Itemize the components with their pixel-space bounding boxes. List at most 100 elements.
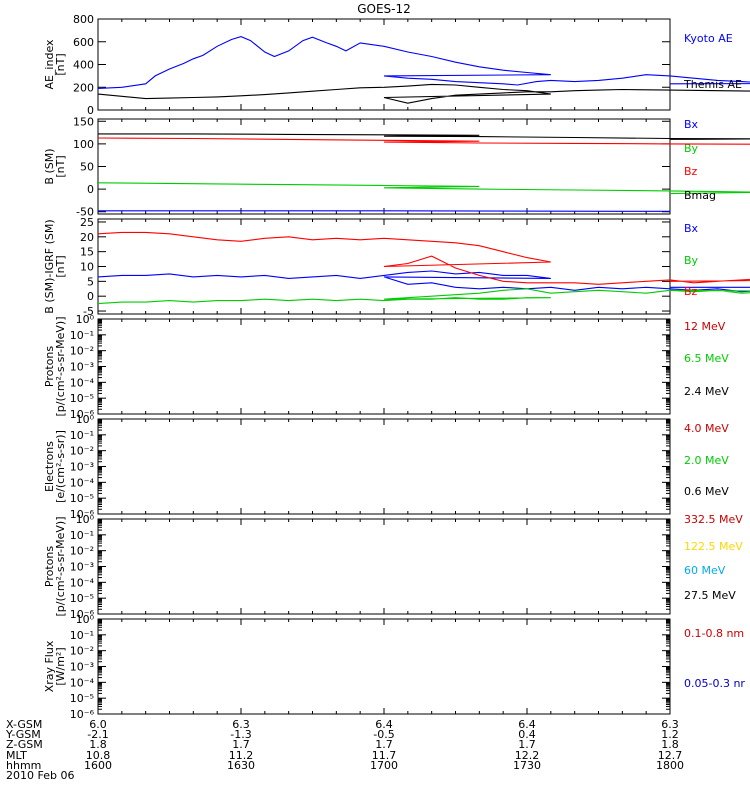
ephemeris-row-label: hhmm xyxy=(6,758,42,772)
legend-entry: 122.5 MeV xyxy=(684,540,743,553)
ephemeris-value: 1730 xyxy=(513,758,541,772)
y-tick-label: 10⁻² xyxy=(70,545,94,558)
y-tick-label: 10⁰ xyxy=(76,613,95,626)
y-axis-label: [nT] xyxy=(54,255,67,277)
legend-entry: 0.1-0.8 nm xyxy=(684,627,744,640)
y-axis-label: [e/(cm²-s-sr)] xyxy=(54,430,67,503)
y-tick-label: 10⁰ xyxy=(76,413,95,426)
y-axis-label: Protons xyxy=(43,546,56,587)
series-line-by xyxy=(97,288,750,305)
ephemeris-value: -2.1 xyxy=(87,728,109,742)
y-axis-label: B (SM)-IGRF (SM) xyxy=(43,219,56,313)
y-axis-label: [p/(cm²-s-sr-MeV)] xyxy=(54,317,67,417)
ephemeris-value: 6.4 xyxy=(518,718,536,731)
y-tick-label: 800 xyxy=(73,13,94,26)
plot-date: 2010 Feb 06 xyxy=(6,769,75,782)
y-tick-label: 10⁻³ xyxy=(70,561,94,574)
legend-entry: 0.05-0.3 nr xyxy=(684,677,745,690)
y-axis-label: [p/(cm²-s-sr-MeV)] xyxy=(54,517,67,617)
legend-entry: By xyxy=(684,142,699,155)
y-axis-label: Electrons xyxy=(43,441,56,492)
y-tick-label: 0 xyxy=(87,290,94,303)
ephemeris-value: 6.4 xyxy=(375,718,393,731)
ephemeris-value: 12.7 xyxy=(657,748,683,762)
ephemeris-value: 1.8 xyxy=(661,738,679,752)
series-line-bx xyxy=(98,210,670,212)
y-tick-label: 10⁻¹ xyxy=(70,429,94,442)
ephemeris-row-label: Z-GSM xyxy=(6,738,43,752)
y-tick-label: 10⁻² xyxy=(70,445,94,458)
y-tick-label: 10⁻⁵ xyxy=(70,692,94,705)
y-tick-label: 10⁻⁶ xyxy=(70,408,95,421)
panel-ae: 0 200 400 600 800 AE_index[nT] Kyoto AE Themis … xyxy=(43,13,750,117)
y-tick-label: 10 xyxy=(80,261,94,274)
y-tick-label: 10⁻⁴ xyxy=(70,676,95,689)
legend-entry: 2.4 MeV xyxy=(684,385,729,398)
panel-ae-frame xyxy=(97,18,671,111)
legend-entry: Bz xyxy=(684,285,698,298)
y-axis-label: [nT] xyxy=(54,53,67,75)
ephemeris-value: 11.2 xyxy=(228,748,254,762)
legend-entry: 27.5 MeV xyxy=(684,589,736,602)
panel-bsm-frame xyxy=(97,118,671,215)
y-tick-label: 10⁻¹ xyxy=(70,629,94,642)
series-line-kyoto-ae xyxy=(97,36,750,89)
y-tick-label: 50 xyxy=(80,161,94,174)
y-tick-label: 10⁻⁶ xyxy=(70,508,95,521)
y-tick-label: 0 xyxy=(87,183,94,196)
ephemeris-value: 0.4 xyxy=(518,728,536,742)
ephemeris-value: 12.2 xyxy=(514,748,540,762)
ephemeris-value: 1.7 xyxy=(232,738,250,752)
legend-entry: Bmag xyxy=(684,189,716,202)
ephemeris-value: 1700 xyxy=(370,758,398,772)
y-axis-label: [nT] xyxy=(54,155,67,177)
legend-entry: 6.5 MeV xyxy=(684,352,729,365)
ephemeris-row-label: MLT xyxy=(6,748,27,762)
legend-entry: 4.0 MeV xyxy=(684,422,729,435)
y-axis-label: [W/m²] xyxy=(54,647,67,685)
y-tick-label: 10⁻¹ xyxy=(70,529,94,542)
y-axis-label: Protons xyxy=(43,346,56,387)
y-tick-label: 10⁻³ xyxy=(70,361,94,374)
panel-bdiff: -5 0 510 15 20 25 B (SM)-IGRF (SM)[nT] Bx By Bz xyxy=(43,216,750,318)
legend-entry: Bx xyxy=(684,118,699,131)
ephemeris-value: -0.5 xyxy=(373,728,395,742)
y-tick-label: 10⁻⁶ xyxy=(70,608,95,621)
y-tick-label: 10⁻⁴ xyxy=(70,476,95,489)
panel-xray-frame xyxy=(97,618,671,715)
legend-entry: 332.5 MeV xyxy=(684,513,743,526)
y-axis-label: Xray Flux xyxy=(43,640,56,692)
ephemeris-value: -1.3 xyxy=(230,728,252,742)
y-tick-label: 10⁻⁴ xyxy=(70,376,95,389)
y-tick-label: 100 xyxy=(73,138,94,151)
y-tick-label: 10⁻⁴ xyxy=(70,576,95,589)
legend-entry: By xyxy=(684,254,699,267)
plot-title: GOES-12 xyxy=(357,2,411,16)
panel-protons2: 10⁰ 10⁻¹ 10⁻² 10⁻³ 10⁻⁴ 10⁻⁵ 10⁻⁶ Protons[p/(cm… xyxy=(43,513,743,621)
y-tick-label: 400 xyxy=(73,59,94,72)
legend-entry: 60 MeV xyxy=(684,564,726,577)
y-tick-label: 10⁻² xyxy=(70,345,94,358)
ephemeris-row-label: X-GSM xyxy=(6,718,43,731)
ephemeris-value: 10.8 xyxy=(85,748,111,762)
y-tick-label: 15 xyxy=(80,246,94,259)
y-tick-label: 10⁻⁶ xyxy=(70,708,95,721)
y-tick-label: 10⁻⁵ xyxy=(70,492,94,505)
ephemeris-value: 6.0 xyxy=(89,718,107,731)
y-tick-label: 10⁻³ xyxy=(70,461,94,474)
series-line-by xyxy=(97,182,750,195)
y-tick-label: 10⁰ xyxy=(76,313,95,326)
y-tick-label: 600 xyxy=(73,36,94,49)
panel-bsm: -50 0 50 100 150 B (SM)[nT] Bx By Bz Bmag xyxy=(43,115,750,219)
ephemeris-value: 1600 xyxy=(84,758,112,772)
y-tick-label: 5 xyxy=(87,275,94,288)
y-tick-label: 10⁻⁵ xyxy=(70,592,94,605)
y-tick-label: 200 xyxy=(73,81,94,94)
ephemeris-value: 6.3 xyxy=(661,718,679,731)
panel-electrons-frame xyxy=(97,418,671,515)
ephemeris-value: 1.7 xyxy=(518,738,536,752)
y-axis-label: AE_index xyxy=(43,39,56,90)
y-tick-label: 10⁻⁵ xyxy=(70,392,94,405)
y-tick-label: 10⁰ xyxy=(76,513,95,526)
